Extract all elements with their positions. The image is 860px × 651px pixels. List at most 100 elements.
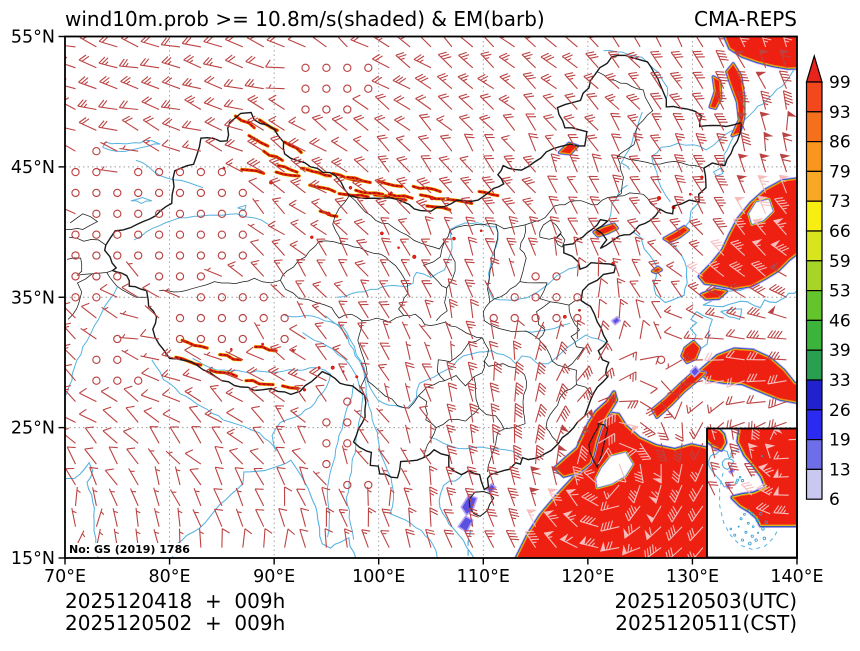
wind-barb xyxy=(550,217,560,235)
wind-barb xyxy=(467,467,477,485)
wind-barb xyxy=(121,76,139,88)
wind-barb xyxy=(163,409,180,422)
calm-circle xyxy=(490,315,497,322)
init-time-utc: 2025120418 + 009h xyxy=(65,589,285,613)
wind-barb xyxy=(185,450,201,464)
wind-barb xyxy=(522,32,536,47)
lat-tick-label: 25°N xyxy=(11,419,55,439)
wind-barb xyxy=(551,154,560,172)
wind-barb xyxy=(61,428,76,443)
wind-barb xyxy=(409,508,417,527)
colorbar-tick-label: 79 xyxy=(829,162,851,182)
calm-circle xyxy=(344,64,351,71)
wind-barb xyxy=(536,362,546,381)
wind-barb xyxy=(726,329,745,339)
wind-barb xyxy=(717,134,728,152)
wind-barb xyxy=(120,311,138,318)
wind-barb xyxy=(440,135,452,151)
lat-tick-label: 55°N xyxy=(11,28,55,48)
wind-barb xyxy=(508,488,519,506)
wind-barb xyxy=(471,299,479,318)
wind-barb xyxy=(459,115,473,131)
wind-barb xyxy=(529,134,539,152)
wind-barb xyxy=(67,447,76,464)
wind-barb xyxy=(285,529,295,548)
wind-barb xyxy=(619,401,638,409)
wind-barb xyxy=(79,55,96,68)
wind-barb xyxy=(368,487,372,506)
wind-barb xyxy=(465,259,475,276)
wind-barb xyxy=(687,262,703,276)
river xyxy=(713,168,723,176)
wind-barb xyxy=(397,157,411,173)
wind-barb xyxy=(693,31,705,47)
wind-barb xyxy=(501,136,514,152)
wind-barb xyxy=(747,307,765,318)
wind-barb xyxy=(183,369,201,381)
river xyxy=(285,316,607,409)
wind-barb xyxy=(648,240,662,256)
wind-barb xyxy=(381,238,391,255)
wind-barb xyxy=(182,121,201,131)
colorbar-tick-label: 13 xyxy=(829,460,851,480)
wind-barb xyxy=(438,94,452,110)
wind-barb xyxy=(405,383,410,401)
calm-circle xyxy=(365,85,372,92)
shaded-region-sea-of-japan xyxy=(700,179,803,289)
wind-barb xyxy=(85,448,97,464)
calm-circle xyxy=(176,252,183,259)
wind-barb xyxy=(372,54,389,67)
wind-barb xyxy=(162,370,180,381)
wind-barb xyxy=(393,76,410,89)
calm-circle xyxy=(323,440,330,447)
wind-barb xyxy=(563,32,578,47)
calm-circle xyxy=(197,335,204,342)
wind-barb xyxy=(406,341,411,360)
wind-barb xyxy=(380,343,390,360)
wind-barb xyxy=(266,60,285,68)
wind-barb xyxy=(451,341,455,360)
wind-barb xyxy=(100,76,118,88)
wind-barb xyxy=(80,33,97,47)
wind-barb xyxy=(448,279,457,298)
wind-barb xyxy=(400,239,410,255)
wind-barb xyxy=(598,278,608,297)
wind-barb xyxy=(617,278,625,297)
calm-circle xyxy=(114,252,121,259)
wind-barb xyxy=(272,198,284,214)
wind-barb xyxy=(121,34,138,47)
wind-barb xyxy=(185,387,201,401)
river xyxy=(524,323,570,332)
wind-barb xyxy=(140,329,159,339)
wind-barb xyxy=(249,178,264,193)
wind-barb xyxy=(129,469,139,486)
wind-barb xyxy=(437,74,452,89)
wind-barb xyxy=(289,325,305,339)
wind-barb xyxy=(658,422,669,440)
wind-barb xyxy=(437,116,452,131)
wind-barb xyxy=(394,116,410,130)
wind-barb xyxy=(640,320,650,339)
calm-circle xyxy=(114,356,121,363)
province-border xyxy=(341,244,408,316)
wind-barb xyxy=(290,178,305,193)
wind-barb xyxy=(162,118,180,130)
wind-barb xyxy=(567,177,577,193)
wind-barb xyxy=(66,469,76,486)
wind-barb xyxy=(401,260,410,277)
wind-barb xyxy=(119,101,138,110)
colorbar-tick-label: 86 xyxy=(829,133,851,153)
wind-barb-pennant xyxy=(737,176,746,180)
wind-barb xyxy=(375,94,389,109)
wind-barb xyxy=(105,469,117,485)
wind-barb xyxy=(185,346,201,360)
wind-barb xyxy=(714,114,727,131)
calm-circle xyxy=(72,231,79,238)
wind-barb xyxy=(204,268,222,277)
wind-barb xyxy=(59,141,76,151)
wind-barb xyxy=(421,156,431,172)
wind-barb xyxy=(619,299,627,318)
wind-barb xyxy=(354,157,368,172)
wind-barb xyxy=(543,94,557,110)
calm-circle xyxy=(197,315,204,322)
